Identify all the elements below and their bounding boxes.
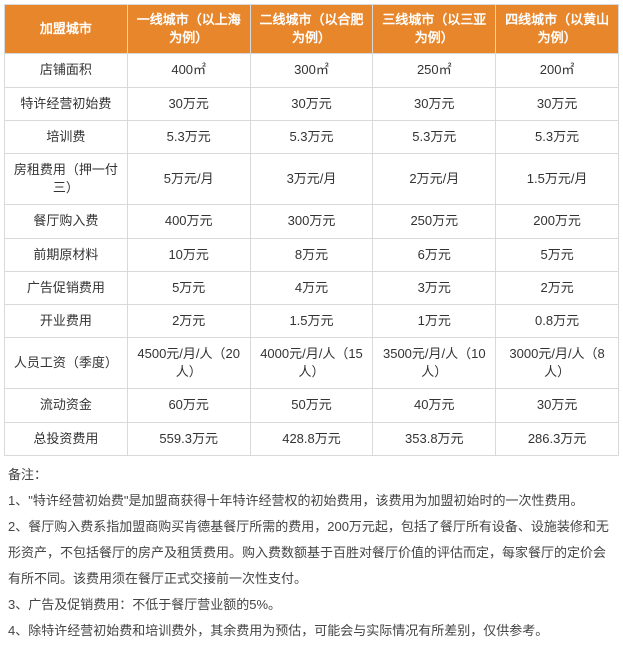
table-body: 店铺面积400㎡300㎡250㎡200㎡特许经营初始费30万元30万元30万元3…	[5, 54, 619, 455]
data-cell: 250㎡	[373, 54, 496, 87]
row-label-cell: 人员工资（季度）	[5, 338, 128, 389]
row-label-cell: 前期原材料	[5, 238, 128, 271]
data-cell: 5.3万元	[127, 120, 250, 153]
data-cell: 250万元	[373, 205, 496, 238]
row-label-cell: 餐厅购入费	[5, 205, 128, 238]
table-row: 餐厅购入费400万元300万元250万元200万元	[5, 205, 619, 238]
data-cell: 30万元	[373, 87, 496, 120]
data-cell: 200万元	[496, 205, 619, 238]
note-item: 1、"特许经营初始费"是加盟商获得十年特许经营权的初始费用，该费用为加盟初始时的…	[8, 488, 615, 514]
notes-section: 备注： 1、"特许经营初始费"是加盟商获得十年特许经营权的初始费用，该费用为加盟…	[4, 462, 619, 644]
franchise-cost-table: 加盟城市 一线城市（以上海为例） 二线城市（以合肥为例） 三线城市（以三亚为例）…	[4, 4, 619, 456]
row-label-cell: 房租费用（押一付三）	[5, 153, 128, 204]
data-cell: 300㎡	[250, 54, 373, 87]
data-cell: 30万元	[496, 389, 619, 422]
data-cell: 1万元	[373, 304, 496, 337]
data-cell: 30万元	[496, 87, 619, 120]
data-cell: 5万元	[127, 271, 250, 304]
data-cell: 0.8万元	[496, 304, 619, 337]
data-cell: 1.5万元	[250, 304, 373, 337]
header-cell: 三线城市（以三亚为例）	[373, 5, 496, 54]
header-cell: 一线城市（以上海为例）	[127, 5, 250, 54]
data-cell: 286.3万元	[496, 422, 619, 455]
data-cell: 50万元	[250, 389, 373, 422]
table-row: 前期原材料10万元8万元6万元5万元	[5, 238, 619, 271]
data-cell: 3500元/月/人（10人）	[373, 338, 496, 389]
row-label-cell: 店铺面积	[5, 54, 128, 87]
data-cell: 5.3万元	[496, 120, 619, 153]
note-item: 2、餐厅购入费系指加盟商购买肯德基餐厅所需的费用，200万元起，包括了餐厅所有设…	[8, 514, 615, 592]
data-cell: 6万元	[373, 238, 496, 271]
data-cell: 5.3万元	[250, 120, 373, 153]
data-cell: 30万元	[127, 87, 250, 120]
table-row: 开业费用2万元1.5万元1万元0.8万元	[5, 304, 619, 337]
data-cell: 200㎡	[496, 54, 619, 87]
table-row: 特许经营初始费30万元30万元30万元30万元	[5, 87, 619, 120]
data-cell: 2万元/月	[373, 153, 496, 204]
data-cell: 2万元	[496, 271, 619, 304]
data-cell: 60万元	[127, 389, 250, 422]
data-cell: 3万元/月	[250, 153, 373, 204]
table-row: 店铺面积400㎡300㎡250㎡200㎡	[5, 54, 619, 87]
data-cell: 428.8万元	[250, 422, 373, 455]
row-label-cell: 特许经营初始费	[5, 87, 128, 120]
table-row: 人员工资（季度）4500元/月/人（20人）4000元/月/人（15人）3500…	[5, 338, 619, 389]
data-cell: 5万元/月	[127, 153, 250, 204]
table-header-row: 加盟城市 一线城市（以上海为例） 二线城市（以合肥为例） 三线城市（以三亚为例）…	[5, 5, 619, 54]
note-item: 4、除特许经营初始费和培训费外，其余费用为预估，可能会与实际情况有所差别，仅供参…	[8, 618, 615, 644]
data-cell: 300万元	[250, 205, 373, 238]
table-row: 培训费5.3万元5.3万元5.3万元5.3万元	[5, 120, 619, 153]
data-cell: 5.3万元	[373, 120, 496, 153]
data-cell: 353.8万元	[373, 422, 496, 455]
table-row: 房租费用（押一付三）5万元/月3万元/月2万元/月1.5万元/月	[5, 153, 619, 204]
row-label-cell: 流动资金	[5, 389, 128, 422]
notes-list: 1、"特许经营初始费"是加盟商获得十年特许经营权的初始费用，该费用为加盟初始时的…	[8, 488, 615, 644]
data-cell: 3万元	[373, 271, 496, 304]
data-cell: 400万元	[127, 205, 250, 238]
row-label-cell: 开业费用	[5, 304, 128, 337]
data-cell: 2万元	[127, 304, 250, 337]
data-cell: 5万元	[496, 238, 619, 271]
data-cell: 4万元	[250, 271, 373, 304]
data-cell: 8万元	[250, 238, 373, 271]
data-cell: 30万元	[250, 87, 373, 120]
data-cell: 3000元/月/人（8人）	[496, 338, 619, 389]
table-row: 广告促销费用5万元4万元3万元2万元	[5, 271, 619, 304]
data-cell: 559.3万元	[127, 422, 250, 455]
table-row: 流动资金60万元50万元40万元30万元	[5, 389, 619, 422]
data-cell: 4000元/月/人（15人）	[250, 338, 373, 389]
notes-title: 备注：	[8, 462, 615, 488]
table-row: 总投资费用559.3万元428.8万元353.8万元286.3万元	[5, 422, 619, 455]
data-cell: 10万元	[127, 238, 250, 271]
header-cell: 二线城市（以合肥为例）	[250, 5, 373, 54]
data-cell: 40万元	[373, 389, 496, 422]
data-cell: 4500元/月/人（20人）	[127, 338, 250, 389]
header-cell: 加盟城市	[5, 5, 128, 54]
row-label-cell: 培训费	[5, 120, 128, 153]
data-cell: 400㎡	[127, 54, 250, 87]
row-label-cell: 广告促销费用	[5, 271, 128, 304]
header-cell: 四线城市（以黄山为例）	[496, 5, 619, 54]
note-item: 3、广告及促销费用：不低于餐厅营业额的5%。	[8, 592, 615, 618]
row-label-cell: 总投资费用	[5, 422, 128, 455]
data-cell: 1.5万元/月	[496, 153, 619, 204]
